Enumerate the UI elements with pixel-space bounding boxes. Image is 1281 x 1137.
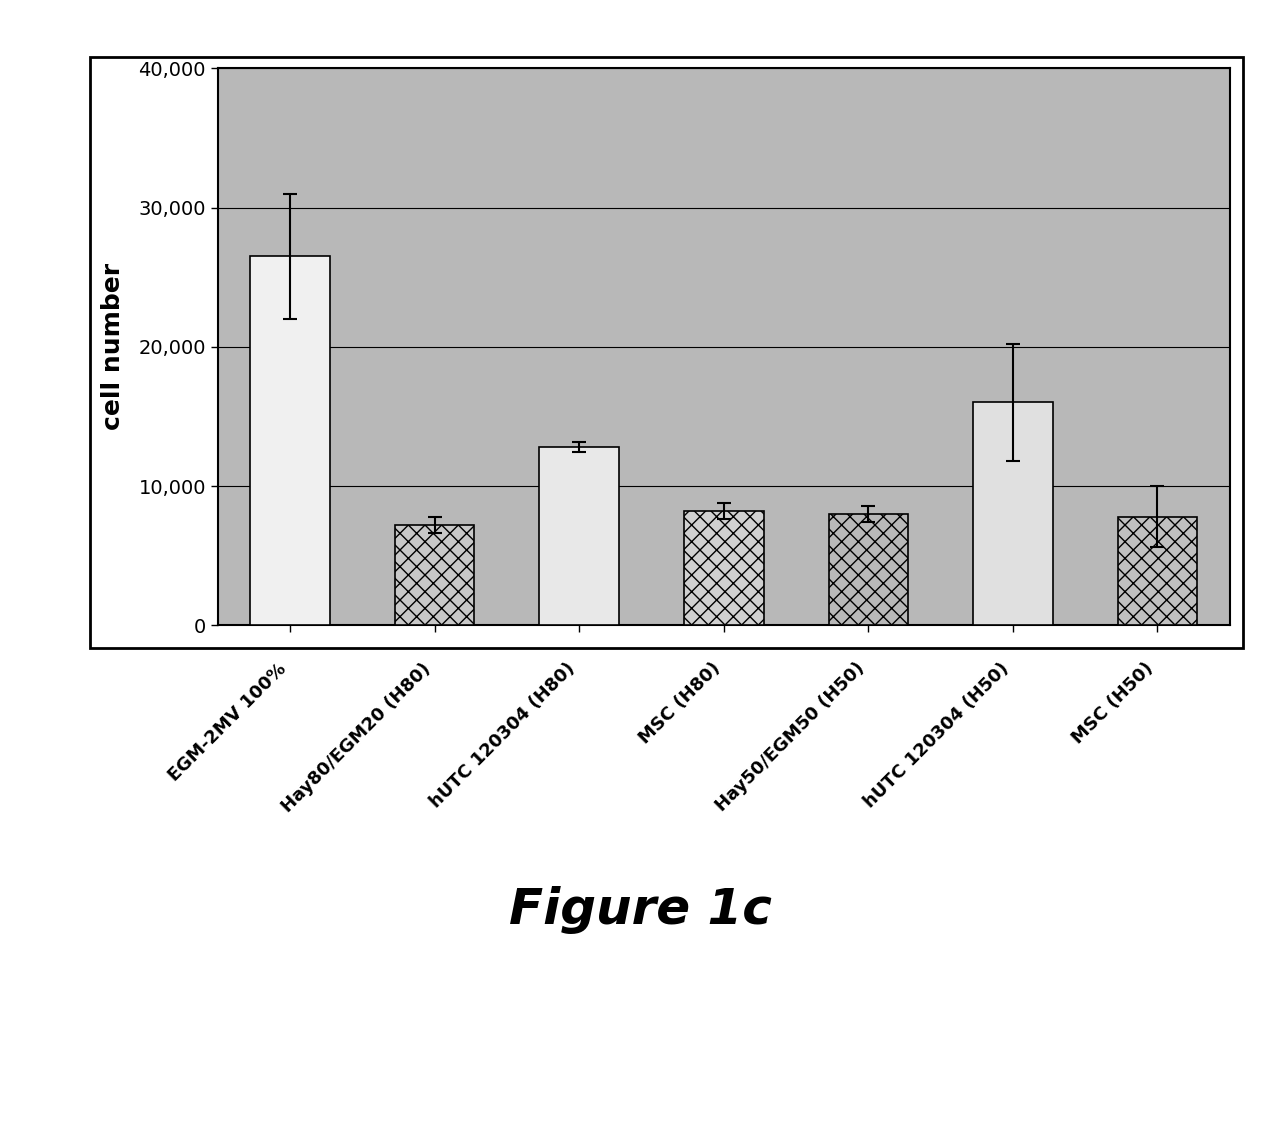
Bar <box>395 525 474 625</box>
Bar <box>539 447 619 625</box>
Bar <box>684 512 763 625</box>
Bar <box>250 256 329 625</box>
Bar <box>1118 516 1198 625</box>
Text: Hay50/EGM50 (H50): Hay50/EGM50 (H50) <box>712 659 869 815</box>
Text: Figure 1c: Figure 1c <box>509 886 772 933</box>
Text: MSC (H80): MSC (H80) <box>635 659 724 748</box>
Bar <box>829 514 908 625</box>
Text: hUTC 120304 (H80): hUTC 120304 (H80) <box>427 659 579 812</box>
Text: MSC (H50): MSC (H50) <box>1070 659 1158 748</box>
Bar <box>974 402 1053 625</box>
Y-axis label: cell number: cell number <box>101 264 124 430</box>
Text: Hay80/EGM20 (H80): Hay80/EGM20 (H80) <box>278 659 434 815</box>
Text: EGM-2MV 100%: EGM-2MV 100% <box>165 659 290 785</box>
Text: hUTC 120304 (H50): hUTC 120304 (H50) <box>861 659 1013 812</box>
